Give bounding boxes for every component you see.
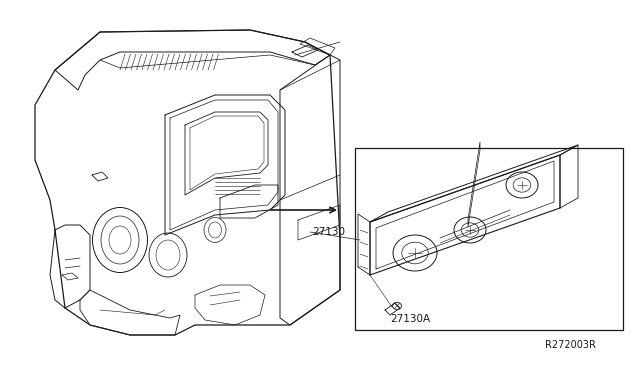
Text: R272003R: R272003R: [545, 340, 596, 350]
Bar: [355, 148, 623, 330]
Text: 27130A: 27130A: [390, 314, 430, 324]
Text: 27130: 27130: [312, 227, 345, 237]
